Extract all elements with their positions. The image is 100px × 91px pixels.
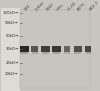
Bar [52,46,61,52]
Text: 90kD→: 90kD→ [5,21,19,25]
Bar [42,52,49,54]
Text: K562: K562 [45,2,55,12]
Bar [64,46,70,52]
Bar [42,46,50,52]
Bar [53,52,60,54]
Text: Hela: Hela [56,3,65,12]
Bar [86,52,91,54]
Bar [20,52,28,54]
Text: 35kD→: 35kD→ [5,47,19,51]
Bar [20,10,90,89]
Bar [31,46,38,52]
Text: MCF-7: MCF-7 [88,0,100,12]
Bar [85,46,92,52]
Bar [20,46,29,52]
Bar [32,52,38,54]
Bar [74,52,81,54]
Text: 120kD→: 120kD→ [3,11,19,15]
Bar [20,8,91,91]
Bar [0,8,20,91]
Text: Jurkat: Jurkat [34,1,45,12]
Text: 50kD→: 50kD→ [5,34,19,38]
Bar [64,52,70,54]
Text: 293: 293 [24,4,32,12]
Text: A375: A375 [77,2,87,12]
Text: 20kD→: 20kD→ [5,72,19,76]
Bar [74,46,82,52]
Text: HL-60: HL-60 [67,1,77,12]
Text: 25kD→: 25kD→ [5,62,19,66]
